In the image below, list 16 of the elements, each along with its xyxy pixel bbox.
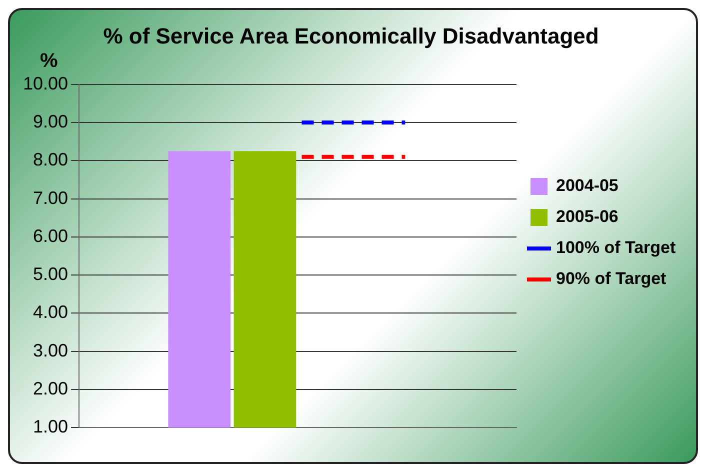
- y-tick-label: 1.00: [32, 416, 68, 437]
- y-tick-label: 4.00: [32, 302, 68, 322]
- legend-label: 2004-05: [556, 176, 618, 196]
- y-tick-label: 9.00: [32, 112, 68, 132]
- y-tick-label: 7.00: [32, 188, 68, 208]
- y-tick-label: 8.00: [32, 150, 68, 170]
- y-tick-label: 6.00: [32, 226, 68, 246]
- y-tick-label: 10.00: [22, 73, 68, 94]
- legend-label: 100% of Target: [556, 238, 676, 258]
- y-tick-label: 2.00: [32, 378, 68, 398]
- legend-label: 2005-06: [556, 207, 618, 226]
- legend-label: 90% of Target: [556, 269, 667, 288]
- y-axis-title: %: [40, 50, 58, 73]
- y-tick-label: 3.00: [32, 340, 68, 360]
- y-tick-label: 5.00: [32, 264, 68, 284]
- chart-title: % of Service Area Economically Disadvantaged: [103, 23, 599, 48]
